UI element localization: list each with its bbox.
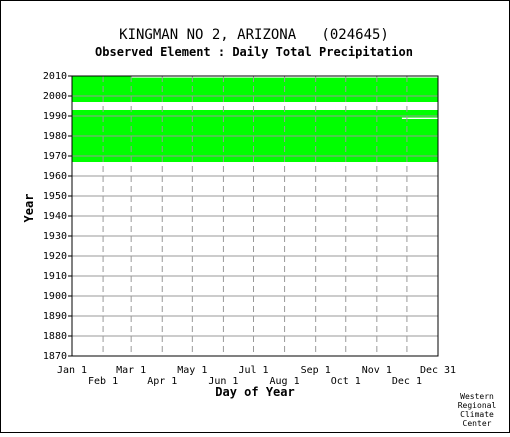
chart-subtitle: Observed Element : Daily Total Precipita…: [95, 45, 413, 59]
data-block-1: [72, 76, 438, 102]
y-tick-label: 1920: [43, 251, 67, 262]
x-tick-label-upper: Nov 1: [362, 365, 392, 376]
x-tick-label-lower: Feb 1: [88, 376, 118, 387]
x-tick-label-upper: Mar 1: [116, 365, 146, 376]
x-tick-label-lower: Apr 1: [147, 376, 177, 387]
x-tick-label-lower: Dec 1: [392, 376, 422, 387]
y-tick-label: 1910: [43, 271, 67, 282]
y-tick-label: 2000: [43, 91, 67, 102]
y-tick-label: 1950: [43, 191, 67, 202]
x-tick-label-lower: Jun 1: [208, 376, 238, 387]
y-tick-label: 1900: [43, 291, 67, 302]
data-layer: [72, 76, 439, 164]
y-axis-label: Year: [22, 194, 36, 223]
x-tick-label-upper: Dec 31: [420, 365, 456, 376]
grid-layer: [71, 75, 439, 357]
x-tick-label-upper: Jul 1: [238, 365, 268, 376]
tick-layer: 1870 1880 1890 1900 1910 1920 1930 1940 1950 1960…: [43, 71, 456, 387]
y-tick-label: 1970: [43, 151, 67, 162]
y-tick-label: 1870: [43, 351, 67, 362]
y-tick-label: 1890: [43, 311, 67, 322]
chart-title: KINGMAN NO 2, ARIZONA (024645): [119, 27, 389, 43]
credit-line: Regional: [458, 401, 497, 410]
missing-span-0: [72, 162, 316, 164]
x-tick-label-upper: Sep 1: [301, 365, 331, 376]
y-tick-label: 1930: [43, 231, 67, 242]
y-tick-label: 2010: [43, 71, 67, 82]
x-tick-label-upper: May 1: [177, 365, 207, 376]
y-tick-label: 1940: [43, 211, 67, 222]
x-tick-label-lower: Aug 1: [270, 376, 300, 387]
x-tick-label-lower: Oct 1: [331, 376, 361, 387]
y-tick-label: 1960: [43, 171, 67, 182]
credit-line: Western: [460, 392, 494, 401]
credit-line: Climate: [460, 410, 494, 419]
y-tick-label: 1980: [43, 131, 67, 142]
missing-span-1: [401, 117, 438, 119]
x-axis-label: Day of Year: [215, 385, 294, 399]
y-tick-label: 1990: [43, 111, 67, 122]
y-tick-label: 1880: [43, 331, 67, 342]
x-tick-label-upper: Jan 1: [57, 365, 87, 376]
credit-line: Center: [463, 419, 492, 428]
